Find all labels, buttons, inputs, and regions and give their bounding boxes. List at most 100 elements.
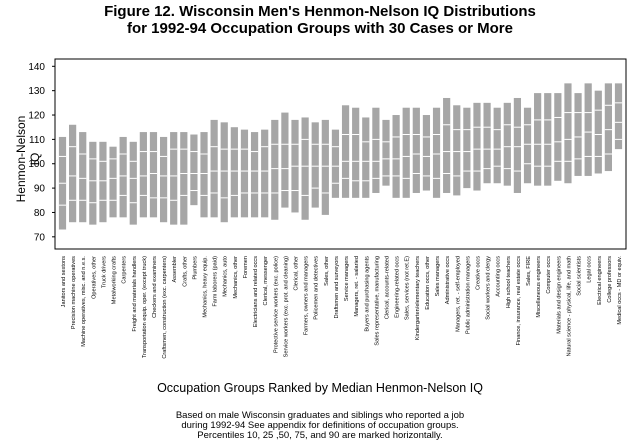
percentile-bar bbox=[402, 107, 410, 198]
percentile-bar bbox=[544, 93, 552, 186]
percentile-bars bbox=[58, 83, 623, 230]
x-axis-label: Occupation Groups Ranked by Median Henmo… bbox=[157, 381, 483, 395]
chart-title-line-2: for 1992-94 Occupation Groups with 30 Ca… bbox=[127, 20, 513, 37]
percentile-bar bbox=[523, 107, 532, 184]
x-tick-label: Computer occs bbox=[546, 256, 552, 294]
percentile-bar bbox=[89, 141, 97, 225]
x-tick-label: Checkers and examiners bbox=[152, 256, 158, 318]
plot-frame bbox=[54, 58, 627, 250]
x-tick-label: Clerical, other bbox=[294, 256, 300, 291]
x-tick-label: Accounting occs bbox=[496, 256, 502, 297]
y-tick-label: 70 bbox=[34, 232, 46, 243]
x-tick-label: Finance, insurance, real estate occs bbox=[516, 256, 522, 346]
x-tick-label: Engineering-related occs bbox=[395, 256, 401, 318]
percentile-bar bbox=[69, 124, 77, 223]
x-tick-label: Crafts, other bbox=[182, 256, 188, 287]
y-tick-label: 120 bbox=[28, 111, 45, 122]
percentile-bar bbox=[392, 115, 400, 198]
percentile-bar bbox=[139, 132, 147, 218]
x-tick-label: Freight and materials handlers bbox=[132, 256, 138, 332]
percentile-bar bbox=[493, 107, 501, 184]
x-tick-label: Service managers bbox=[344, 256, 350, 301]
percentile-bar bbox=[443, 97, 451, 193]
x-tick-label: Sales representative, manufacturing bbox=[374, 256, 380, 346]
x-tick-label: Assembler bbox=[172, 256, 178, 283]
y-tick-label: 80 bbox=[34, 208, 46, 219]
x-tick-label: Mechanics, auto bbox=[223, 256, 229, 297]
percentile-bar bbox=[362, 117, 370, 198]
x-tick-label: Draftsmen and surveyors bbox=[334, 256, 340, 319]
x-tick-label: Electrical engineers bbox=[597, 256, 603, 305]
footnote-line-2: during 1992-94 See appendix for definiti… bbox=[181, 420, 459, 431]
percentile-bar bbox=[220, 122, 228, 223]
percentile-bar bbox=[341, 105, 350, 198]
percentile-bar bbox=[159, 136, 168, 223]
x-tick-label: Clerical, messenger bbox=[263, 256, 269, 306]
percentile-bar bbox=[453, 105, 461, 196]
x-tick-label: Carpenters bbox=[122, 256, 128, 284]
footnote-line-3: Percentiles 10, 25 ,50, 75, and 90 are m… bbox=[197, 430, 443, 441]
x-tick-label: Kindergarten/elementary teachers bbox=[415, 256, 421, 340]
percentile-bar bbox=[79, 132, 87, 223]
percentile-bar bbox=[412, 107, 420, 193]
percentile-bar bbox=[604, 83, 612, 172]
x-tick-label: Farmers, owners and managers bbox=[304, 256, 310, 335]
percentile-bar bbox=[170, 132, 178, 225]
x-tick-label: Managers, ret. - salaried bbox=[354, 256, 360, 317]
x-tick-label: Mechanics, heavy equip. bbox=[203, 256, 209, 318]
footnote-line-1: Based on male Wisconsin graduates and si… bbox=[175, 410, 465, 421]
x-tick-label: Social scientists bbox=[577, 256, 583, 296]
percentile-bar bbox=[554, 93, 562, 181]
x-tick-label: Social workers and clergy bbox=[486, 256, 492, 320]
percentile-bar bbox=[564, 83, 572, 184]
percentile-bar bbox=[503, 102, 511, 186]
percentile-bar bbox=[301, 117, 309, 220]
x-tick-label: Janitors and sextons bbox=[61, 256, 67, 308]
x-tick-label: Sales managers bbox=[435, 256, 441, 297]
y-tick-label: 100 bbox=[28, 159, 45, 170]
percentile-bar bbox=[200, 132, 208, 218]
percentile-bar bbox=[352, 107, 360, 198]
percentile-bar bbox=[382, 119, 390, 186]
x-tick-label: Operatives, other bbox=[91, 256, 97, 299]
y-tick-label: 110 bbox=[29, 135, 45, 146]
percentile-bar bbox=[574, 93, 582, 176]
chart-title-line-1: Figure 12. Wisconsin Men's Henmon-Nelson… bbox=[104, 3, 536, 20]
percentile-bar bbox=[372, 107, 380, 193]
x-tick-label: Sales, services (not ret.E) bbox=[405, 256, 411, 320]
y-tick-label: 130 bbox=[28, 86, 45, 97]
x-tick-label: Sales, other bbox=[324, 256, 330, 286]
x-tick-label: Managers, ret. - self-employed bbox=[455, 256, 461, 332]
y-axis-ticks: 70 80 90 100 110 120 130 140 bbox=[28, 62, 55, 243]
x-tick-label: Sales, FIRE bbox=[526, 256, 532, 286]
x-tick-label: Buyers and purchasing agents bbox=[364, 256, 370, 332]
percentile-bar bbox=[180, 132, 188, 225]
x-tick-label: Electricians and related occs bbox=[253, 256, 259, 327]
x-tick-label: Precision machine operatives bbox=[71, 256, 77, 329]
percentile-bar bbox=[261, 129, 269, 218]
x-tick-label: Clerical, accounts-related bbox=[384, 256, 390, 319]
percentile-bar bbox=[463, 107, 471, 189]
percentile-bar bbox=[534, 93, 542, 186]
x-tick-label: Truck drivers bbox=[101, 256, 107, 288]
percentile-bar bbox=[513, 97, 522, 193]
x-tick-label: Medical occs - MD or equiv. bbox=[617, 256, 623, 325]
percentile-bar bbox=[240, 129, 249, 218]
x-tick-label: College professors bbox=[607, 256, 613, 303]
percentile-bar bbox=[109, 146, 117, 218]
x-tick-label: Service workers (exc. prot. and cleaning… bbox=[283, 256, 289, 357]
percentile-bar bbox=[311, 122, 319, 208]
x-tick-label: Policemen and detectives bbox=[314, 256, 320, 320]
percentile-bar bbox=[230, 127, 238, 218]
y-tick-label: 90 bbox=[34, 184, 46, 195]
percentile-bar bbox=[331, 129, 340, 198]
x-tick-label: Machine operatives, misc. and n.e.s. bbox=[81, 256, 87, 347]
x-axis-category-labels: Janitors and sextons Precision machine op… bbox=[61, 256, 623, 359]
x-tick-label: Materials and design engineers bbox=[556, 256, 562, 334]
x-tick-label: Craftsmen, construction (exc. carpenters… bbox=[162, 256, 168, 359]
x-tick-label: Protective service workers (exc. police) bbox=[273, 256, 279, 353]
x-tick-label: Foremen bbox=[243, 256, 249, 278]
percentile-bar bbox=[483, 102, 491, 184]
percentile-bar bbox=[119, 136, 127, 218]
